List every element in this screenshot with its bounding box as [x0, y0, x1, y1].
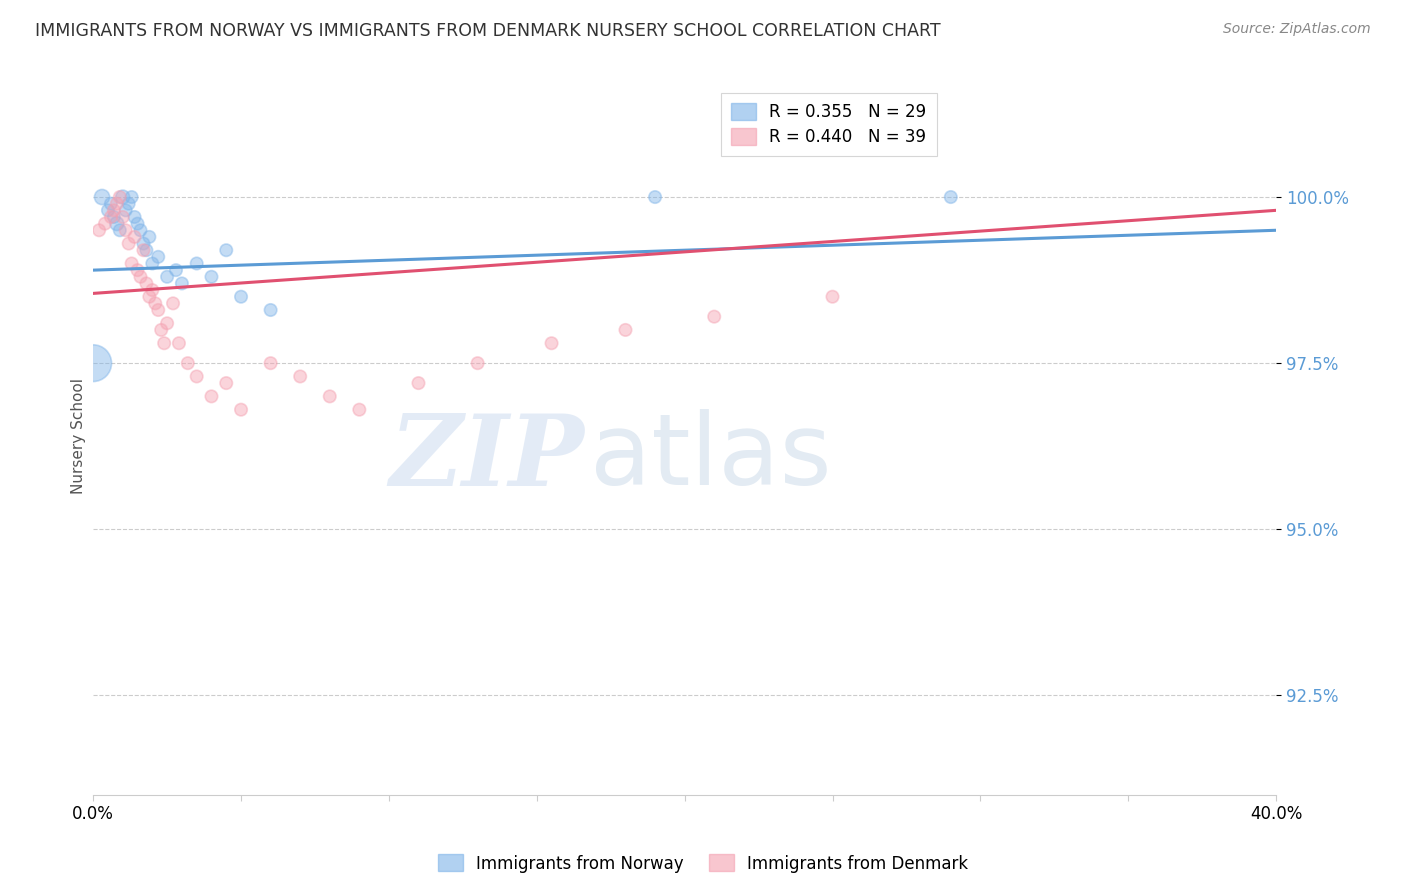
Text: IMMIGRANTS FROM NORWAY VS IMMIGRANTS FROM DENMARK NURSERY SCHOOL CORRELATION CHA: IMMIGRANTS FROM NORWAY VS IMMIGRANTS FRO…: [35, 22, 941, 40]
Point: [141, 256, 163, 270]
Point: [148, 250, 170, 264]
Point: [408, 376, 430, 390]
Point: [87, 223, 110, 237]
Point: [156, 316, 179, 330]
Point: [148, 303, 170, 318]
Point: [170, 277, 193, 291]
Point: [162, 296, 184, 310]
Point: [540, 336, 562, 351]
Point: [97, 203, 120, 218]
Point: [467, 356, 489, 370]
Point: [165, 263, 187, 277]
Point: [121, 256, 143, 270]
Point: [135, 243, 157, 257]
Point: [124, 230, 146, 244]
Point: [138, 230, 160, 244]
Point: [150, 323, 173, 337]
Point: [259, 303, 281, 318]
Point: [105, 217, 128, 231]
Point: [103, 203, 125, 218]
Point: [156, 269, 179, 284]
Point: [100, 210, 122, 224]
Point: [200, 389, 222, 403]
Point: [229, 402, 252, 417]
Point: [177, 356, 200, 370]
Point: [91, 190, 114, 204]
Point: [186, 369, 208, 384]
Point: [127, 263, 149, 277]
Point: [118, 236, 141, 251]
Point: [103, 210, 125, 224]
Point: [114, 203, 136, 218]
Text: Source: ZipAtlas.com: Source: ZipAtlas.com: [1223, 22, 1371, 37]
Point: [614, 323, 637, 337]
Point: [129, 269, 152, 284]
Point: [229, 290, 252, 304]
Point: [703, 310, 725, 324]
Point: [349, 402, 371, 417]
Point: [200, 269, 222, 284]
Point: [319, 389, 342, 403]
Point: [111, 190, 134, 204]
Legend: Immigrants from Norway, Immigrants from Denmark: Immigrants from Norway, Immigrants from …: [432, 847, 974, 880]
Point: [129, 223, 152, 237]
Point: [821, 290, 844, 304]
Point: [118, 196, 141, 211]
Point: [108, 223, 131, 237]
Point: [127, 217, 149, 231]
Point: [215, 376, 238, 390]
Point: [153, 336, 176, 351]
Point: [186, 256, 208, 270]
Point: [167, 336, 190, 351]
Point: [82, 356, 104, 370]
Point: [143, 296, 166, 310]
Point: [124, 210, 146, 224]
Point: [100, 196, 122, 211]
Point: [111, 210, 134, 224]
Point: [644, 190, 666, 204]
Point: [132, 243, 155, 257]
Point: [290, 369, 312, 384]
Point: [114, 223, 136, 237]
Point: [215, 243, 238, 257]
Point: [939, 190, 962, 204]
Point: [132, 236, 155, 251]
Point: [138, 290, 160, 304]
Point: [94, 217, 117, 231]
Text: atlas: atlas: [591, 409, 831, 507]
Point: [105, 196, 128, 211]
Point: [135, 277, 157, 291]
Point: [121, 190, 143, 204]
Point: [259, 356, 281, 370]
Legend: R = 0.355   N = 29, R = 0.440   N = 39: R = 0.355 N = 29, R = 0.440 N = 39: [721, 93, 936, 156]
Text: ZIP: ZIP: [389, 409, 583, 506]
Point: [141, 283, 163, 297]
Point: [108, 190, 131, 204]
Y-axis label: Nursery School: Nursery School: [72, 378, 86, 494]
